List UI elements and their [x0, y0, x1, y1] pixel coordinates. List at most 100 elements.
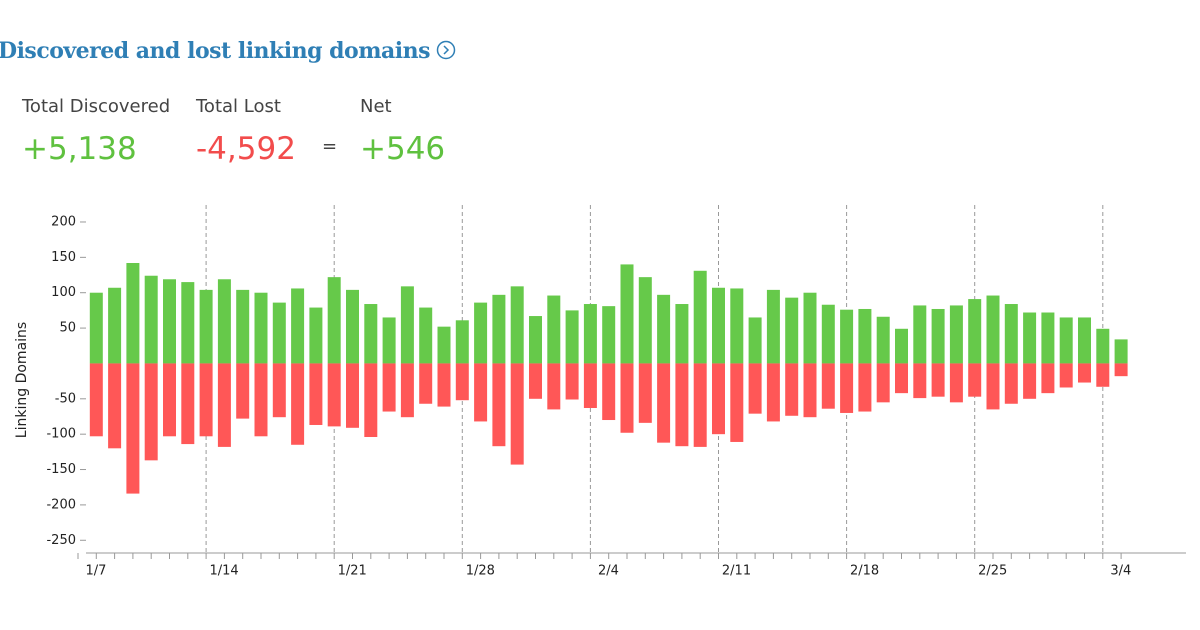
bar [876, 363, 890, 403]
bar [327, 277, 341, 364]
bar [291, 363, 305, 445]
y-tick-label: 50 [59, 321, 76, 336]
bar [217, 279, 231, 364]
bar [638, 277, 652, 364]
x-tick-label: 1/28 [466, 564, 495, 579]
bar [693, 270, 707, 364]
bar [547, 363, 561, 410]
bar [748, 317, 762, 364]
bar [602, 363, 616, 421]
bar [913, 305, 927, 364]
bar [803, 363, 817, 418]
bar [565, 310, 579, 364]
bar [163, 279, 176, 364]
bar [382, 363, 396, 412]
bar [181, 363, 195, 445]
bar [1004, 363, 1018, 404]
bar [529, 316, 542, 364]
bar [1041, 312, 1055, 364]
bar [785, 363, 799, 416]
stat-value: +546 [360, 131, 446, 167]
bar [199, 289, 213, 364]
stat-label: Total Discovered [22, 96, 171, 117]
bar [803, 292, 817, 364]
bar [895, 328, 908, 364]
y-tick-label: -100 [46, 427, 76, 442]
bar [126, 263, 140, 364]
bar [144, 275, 158, 364]
bar [712, 363, 725, 435]
x-tick-label: 1/7 [86, 564, 107, 579]
bar [821, 304, 835, 364]
bar [1096, 363, 1110, 387]
bar [968, 299, 982, 364]
bar [437, 326, 451, 364]
bar [419, 363, 433, 404]
bar [236, 363, 250, 419]
bar [675, 363, 689, 447]
bar [474, 302, 488, 364]
bar [620, 363, 634, 433]
bar [309, 307, 323, 364]
bar [254, 363, 268, 437]
bar [236, 289, 250, 364]
bar [949, 305, 963, 364]
x-tick-label: 1/14 [209, 564, 238, 579]
bar [1059, 363, 1073, 388]
bar [89, 292, 103, 364]
y-tick-label: 150 [51, 250, 76, 265]
x-tick-label: 3/4 [1110, 564, 1131, 579]
bar [1004, 304, 1018, 364]
bar [583, 304, 597, 364]
bar [108, 287, 122, 364]
stat-lost: Total Lost -4,592 [196, 96, 296, 167]
stat-value: -4,592 [196, 131, 296, 167]
bar [144, 363, 158, 461]
bar [785, 297, 799, 364]
bar [913, 363, 927, 399]
bar [583, 363, 597, 408]
bar [748, 363, 762, 414]
bar [730, 363, 744, 442]
bar [291, 288, 305, 364]
bar [455, 363, 469, 401]
bar [693, 363, 707, 447]
bar [89, 363, 103, 437]
bar [1059, 317, 1073, 364]
bar [986, 295, 1000, 364]
stat-label: Total Lost [196, 96, 281, 117]
bar [1096, 328, 1110, 364]
bar [931, 363, 945, 397]
bar [346, 289, 359, 364]
y-tick-label: -150 [46, 462, 76, 477]
stat-value: +5,138 [22, 131, 137, 167]
bar [492, 363, 506, 447]
bar [400, 286, 414, 364]
bar [437, 363, 451, 407]
bar [876, 316, 890, 364]
chart-title: Discovered and lost linking domains [0, 38, 431, 64]
bar [895, 363, 908, 394]
bar [254, 292, 268, 364]
bar [675, 304, 689, 364]
bar [949, 363, 963, 403]
bar [419, 307, 433, 364]
equals-sign: = [322, 136, 338, 157]
x-tick-label: 1/21 [338, 564, 367, 579]
bar [547, 295, 561, 364]
x-tick-label: 2/11 [722, 564, 751, 579]
bar [199, 363, 213, 437]
bar [931, 308, 945, 364]
info-icon[interactable] [436, 40, 456, 60]
bar [510, 363, 524, 465]
bar [565, 363, 579, 400]
bar [1078, 363, 1091, 383]
bar [272, 302, 286, 364]
y-tick-label: 100 [51, 285, 76, 300]
bar [712, 287, 725, 364]
bar [400, 363, 414, 418]
bar [108, 363, 122, 449]
bar [840, 363, 854, 413]
bar [821, 363, 835, 409]
